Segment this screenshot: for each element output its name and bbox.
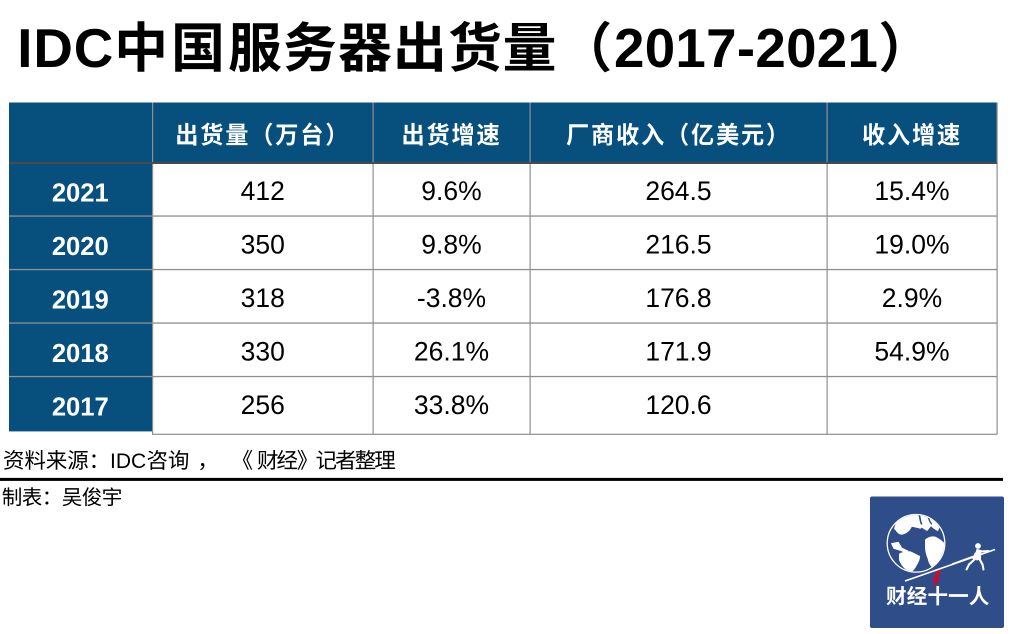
- svg-text:216.5: 216.5: [645, 230, 711, 260]
- svg-text:2019: 2019: [52, 287, 109, 315]
- svg-text:26.1%: 26.1%: [414, 337, 489, 367]
- svg-text:350: 350: [241, 230, 285, 260]
- svg-text:2020: 2020: [52, 233, 109, 261]
- svg-text:318: 318: [241, 283, 285, 313]
- svg-text:9.8%: 9.8%: [421, 230, 481, 260]
- svg-text:2018: 2018: [52, 340, 109, 368]
- svg-text:2017: 2017: [52, 394, 109, 422]
- svg-text:256: 256: [241, 390, 285, 420]
- svg-text:-3.8%: -3.8%: [417, 283, 486, 313]
- svg-text:IDC: IDC: [110, 450, 146, 473]
- svg-text:120.6: 120.6: [645, 390, 711, 420]
- svg-text:412: 412: [241, 176, 285, 206]
- svg-text:19.0%: 19.0%: [874, 230, 949, 260]
- svg-text:54.9%: 54.9%: [874, 337, 949, 367]
- svg-text:9.6%: 9.6%: [421, 176, 481, 206]
- svg-text:15.4%: 15.4%: [874, 176, 949, 206]
- svg-text:264.5: 264.5: [645, 176, 711, 206]
- svg-text:2.9%: 2.9%: [882, 283, 942, 313]
- svg-text:330: 330: [241, 337, 285, 367]
- svg-text:176.8: 176.8: [645, 283, 711, 313]
- svg-text:171.9: 171.9: [645, 337, 711, 367]
- svg-text:2021: 2021: [52, 180, 109, 208]
- svg-text:IDC: IDC: [17, 17, 114, 79]
- svg-text:33.8%: 33.8%: [414, 390, 489, 420]
- svg-text:2017-2021: 2017-2021: [614, 17, 878, 79]
